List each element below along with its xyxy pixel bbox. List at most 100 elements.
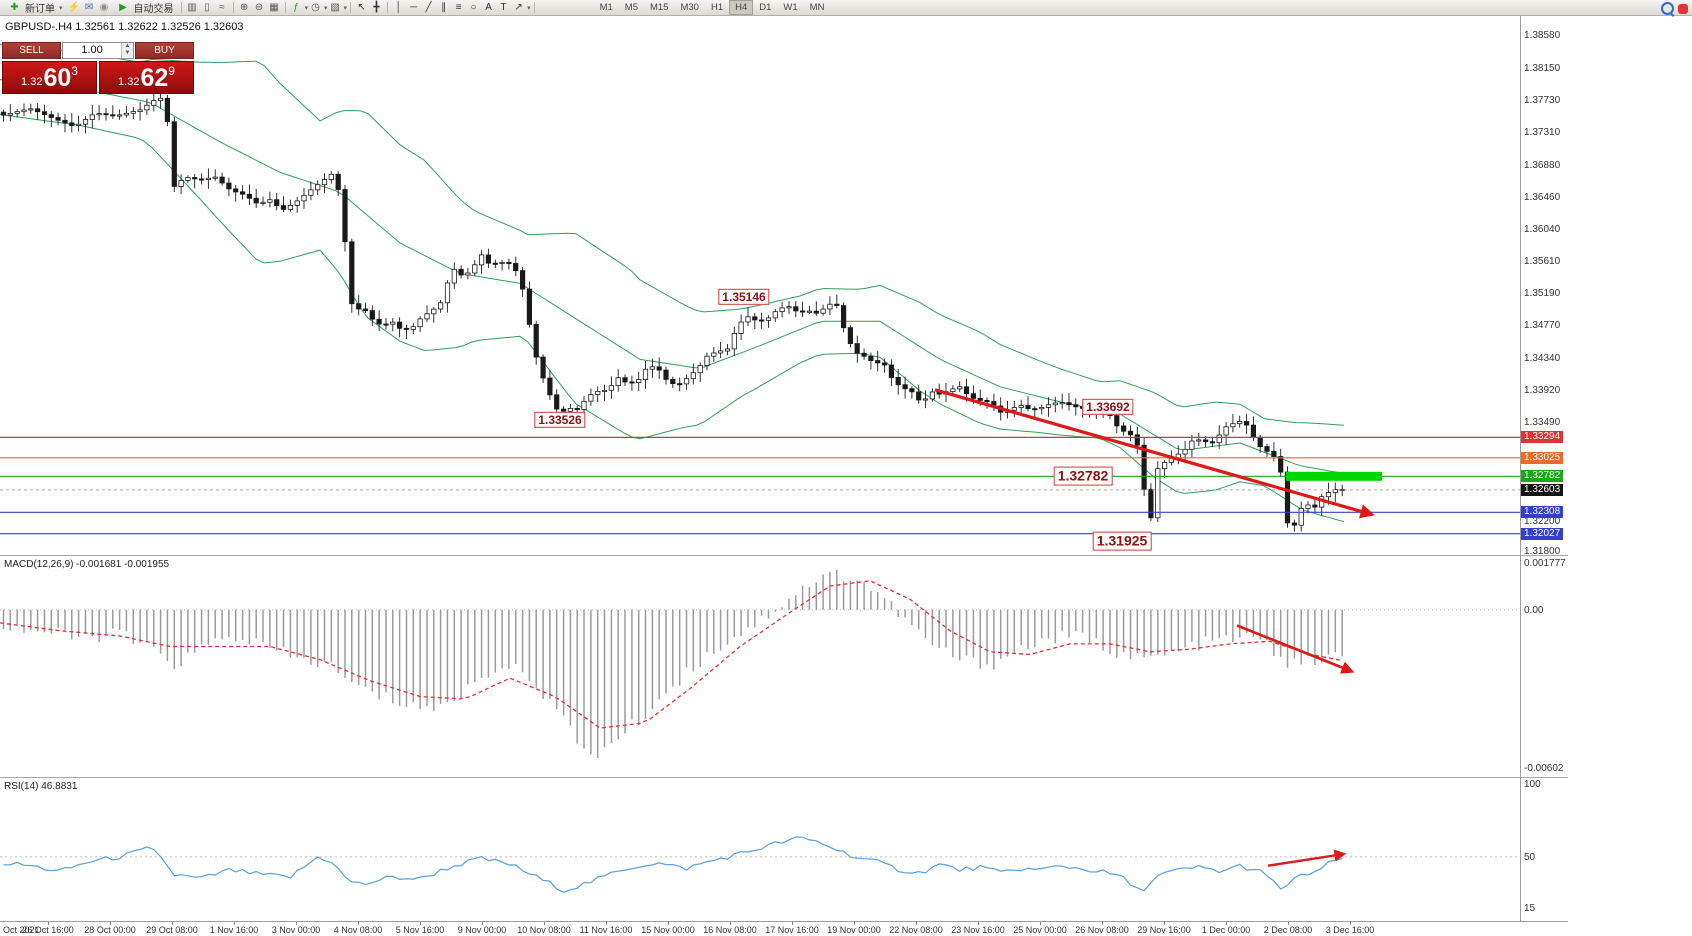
candle-body [137, 109, 143, 113]
candle-body [1244, 421, 1250, 426]
macd-indicator-label: MACD(12,26,9) -0.001681 -0.001955 [4, 559, 170, 570]
dropdown-caret-icon[interactable]: ▾ [527, 4, 531, 12]
mail-icon[interactable]: ✉ [84, 1, 94, 13]
timeframe-button-w1[interactable]: W1 [783, 2, 798, 13]
candle-body [909, 388, 915, 393]
fibonacci-icon[interactable]: ≡ [455, 1, 462, 13]
rsi-canvas[interactable] [0, 778, 1521, 920]
time-axis-label: 28 Oct 00:00 [84, 925, 136, 935]
price-label-callout[interactable]: 1.35146 [718, 288, 770, 306]
volume-field[interactable]: 1.00 ▲ ▼ [62, 42, 134, 59]
highlight-rectangle[interactable] [1286, 471, 1382, 481]
time-axis-tick [234, 922, 235, 925]
sell-button[interactable]: SELL [2, 42, 61, 59]
candle-body [567, 407, 574, 412]
candlestick-chart-icon[interactable]: ▯ [204, 1, 210, 13]
indicators-icon[interactable]: ƒ [293, 1, 299, 13]
macd-trend-arrow[interactable] [1236, 624, 1355, 674]
price-label-callout[interactable]: 1.33692 [1082, 398, 1134, 416]
timeframe-button-mn[interactable]: MN [809, 2, 825, 13]
dropdown-caret-icon[interactable]: ▾ [59, 4, 63, 12]
time-axis-tick [668, 922, 669, 925]
time-axis-label: 1 Nov 16:00 [209, 925, 259, 935]
price-axis-label: 1.38150 [1524, 63, 1561, 74]
trendline-icon[interactable]: ╱ [425, 1, 432, 13]
panel-separator[interactable] [0, 555, 1568, 556]
rsi-trend-arrow[interactable] [1267, 849, 1347, 867]
volume-increase-button[interactable]: ▲ [122, 43, 133, 50]
templates-icon[interactable]: ▧ [330, 1, 340, 13]
cursor-icon[interactable]: ↖ [357, 1, 366, 13]
toolbar-separator [387, 2, 389, 13]
dropdown-caret-icon[interactable]: ▾ [304, 4, 309, 12]
alert-icon[interactable]: ⚡ [67, 1, 81, 13]
timeframe-button-h4[interactable]: H4 [729, 0, 754, 15]
price-label-callout[interactable]: 1.31925 [1092, 531, 1152, 551]
ask-price-box[interactable]: 1.32 62 9 [99, 61, 194, 94]
volume-value[interactable]: 1.00 [81, 44, 103, 56]
candle-body [1203, 439, 1209, 443]
bid-price-pip: 3 [71, 64, 78, 78]
candle-body [424, 313, 430, 320]
macd-canvas[interactable] [0, 556, 1521, 776]
candle-body [396, 321, 403, 329]
text-icon[interactable]: A [485, 1, 492, 13]
search-icon[interactable] [1661, 2, 1674, 15]
crosshair-icon[interactable]: ╋ [373, 1, 380, 13]
toolbar-separator [232, 2, 234, 13]
channel-icon[interactable]: ∥ [441, 1, 447, 13]
new-order-button[interactable]: ✚ 新订单 ▾ [3, 1, 67, 16]
auto-trading-button[interactable]: ▶ 自动交易 [112, 1, 178, 16]
zoom-in-icon[interactable]: ⊕ [239, 1, 249, 13]
candle-body [861, 352, 867, 357]
candle-body [478, 254, 485, 266]
candle-body [1305, 504, 1311, 509]
time-axis-tick [1164, 922, 1165, 925]
timeframe-button-h1[interactable]: H1 [710, 2, 724, 13]
horizontal-line-icon[interactable]: ─ [410, 1, 418, 13]
timeframe-button-m30[interactable]: M30 [680, 2, 699, 13]
line-chart-icon[interactable]: ≈ [219, 1, 225, 13]
candle-body [1230, 423, 1236, 428]
timeframe-button-m1[interactable]: M1 [599, 2, 613, 13]
bid-price-box[interactable]: 1.32 60 3 [2, 61, 97, 94]
candle-body [1045, 404, 1052, 408]
candle-body [697, 365, 703, 374]
panel-separator[interactable] [0, 777, 1568, 778]
trend-arrow[interactable] [934, 388, 1375, 519]
price-label-callout[interactable]: 1.33526 [534, 411, 586, 429]
time-axis-tick [1040, 922, 1041, 925]
vertical-line-icon[interactable]: │ [395, 1, 402, 13]
macd-signal-line [0, 580, 1341, 729]
volume-decrease-button[interactable]: ▼ [122, 50, 133, 57]
candle-body [533, 323, 539, 358]
dropdown-caret-icon[interactable]: ▾ [343, 4, 348, 12]
timeframe-button-m5[interactable]: M5 [624, 2, 638, 13]
time-axis-label: 29 Nov 16:00 [1137, 925, 1191, 935]
candle-body [335, 173, 341, 190]
shapes-icon[interactable]: ○ [470, 1, 477, 13]
price-label-callout[interactable]: 1.32782 [1053, 466, 1113, 486]
tile-windows-icon[interactable]: ▦ [269, 1, 279, 13]
price-chart-canvas[interactable] [0, 16, 1521, 554]
text-label-icon[interactable]: T [500, 1, 507, 13]
buy-button[interactable]: BUY [135, 42, 194, 59]
community-icon[interactable]: ◉ [99, 1, 109, 13]
price-axis-label: 1.37310 [1524, 127, 1561, 138]
price-axis-label: 1.34340 [1524, 353, 1561, 364]
price-axis-label: 1.31800 [1524, 546, 1561, 557]
candle-body [212, 176, 218, 179]
arrow-tools-icon[interactable]: ↗ [514, 1, 523, 13]
time-axis[interactable]: Oct 2021 26 Oct 16:00 28 Oct 00:00 29 Oct 0… [0, 921, 1568, 936]
zoom-out-icon[interactable]: ⊖ [254, 1, 264, 13]
bar-chart-icon[interactable]: ▥ [187, 1, 197, 13]
timeframe-button-d1[interactable]: D1 [759, 2, 772, 13]
candle-body [28, 108, 34, 111]
candle-body [608, 385, 615, 391]
notification-icon[interactable] [1678, 3, 1688, 14]
candle-body [492, 262, 498, 265]
periods-icon[interactable]: ◷ [311, 1, 320, 13]
candle-body [922, 398, 929, 401]
dropdown-caret-icon[interactable]: ▾ [324, 4, 328, 12]
timeframe-button-m15[interactable]: M15 [649, 2, 669, 13]
